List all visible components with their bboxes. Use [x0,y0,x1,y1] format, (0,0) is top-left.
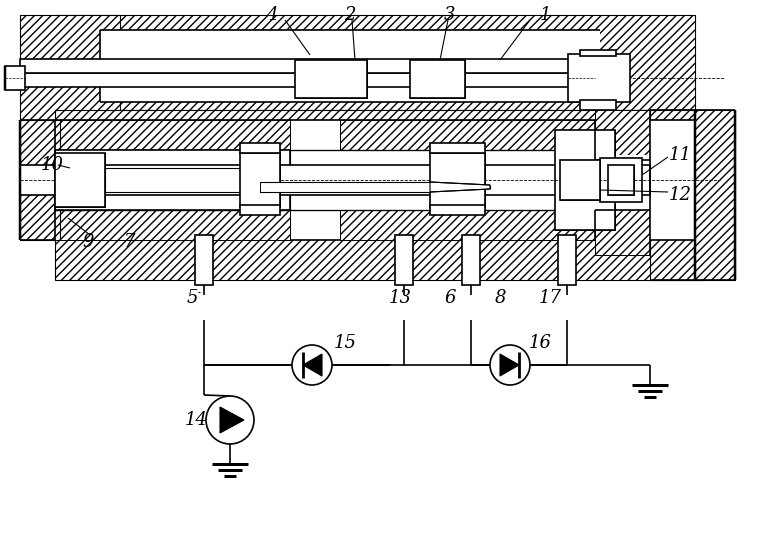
Bar [55,210,290,240]
Bar [555,130,615,230]
Bar [430,153,485,207]
Bar [105,168,260,192]
Bar [55,153,105,207]
Bar [595,110,650,160]
Bar [462,235,480,285]
Bar [55,120,650,240]
Bar [20,120,60,240]
Bar [695,110,735,280]
Bar [555,130,615,230]
Text: 9: 9 [82,233,94,251]
Bar [340,210,650,240]
Bar [430,205,485,215]
Text: 12: 12 [668,186,692,204]
Bar [240,153,280,207]
Text: 5: 5 [186,289,198,307]
Bar [595,155,650,210]
Bar [20,15,120,160]
Bar [20,59,595,73]
Polygon shape [303,354,322,376]
Text: 13: 13 [388,289,412,307]
Bar [595,205,650,255]
Bar [430,143,485,153]
Text: 15: 15 [334,334,356,352]
Bar [608,165,634,195]
Bar [580,50,616,56]
Polygon shape [220,407,244,433]
Bar [340,120,650,150]
Text: 10: 10 [41,156,63,174]
Text: 2: 2 [344,6,356,24]
Text: 3: 3 [445,6,456,24]
Bar [595,110,725,170]
Bar [560,160,600,200]
Bar [55,150,290,210]
Bar [650,110,735,280]
Bar [410,60,465,98]
Bar [55,165,650,195]
Bar [55,110,705,280]
Text: 6: 6 [445,289,456,307]
Bar [100,30,600,102]
Text: 8: 8 [495,289,505,307]
Bar [55,120,650,240]
Bar [295,60,367,98]
Bar [240,205,280,215]
Bar [240,143,280,153]
Bar [580,100,616,110]
Bar [5,66,25,90]
Bar [55,120,290,150]
Bar [558,235,576,285]
Bar [195,235,213,285]
Bar [560,160,600,200]
Text: 17: 17 [538,289,562,307]
Bar [20,73,595,87]
Text: 1: 1 [539,6,551,24]
Bar [608,165,634,195]
Bar [240,153,280,207]
Text: 4: 4 [266,6,278,24]
Bar [430,153,485,207]
Bar [55,15,695,110]
Circle shape [490,345,530,385]
Bar [410,60,465,98]
Text: 7: 7 [124,233,136,251]
Bar [650,120,695,240]
Bar [55,153,105,207]
Text: 16: 16 [529,334,551,352]
Polygon shape [500,354,519,376]
Bar [260,182,430,192]
Circle shape [292,345,332,385]
Bar [600,158,642,202]
Bar [100,30,600,102]
Bar [55,150,650,210]
Text: 14: 14 [185,411,207,429]
Circle shape [206,396,254,444]
Polygon shape [430,182,490,192]
Bar [20,165,55,195]
Bar [568,54,630,102]
Bar [295,60,367,98]
Bar [55,150,290,210]
Text: 11: 11 [668,146,692,164]
Bar [395,235,413,285]
